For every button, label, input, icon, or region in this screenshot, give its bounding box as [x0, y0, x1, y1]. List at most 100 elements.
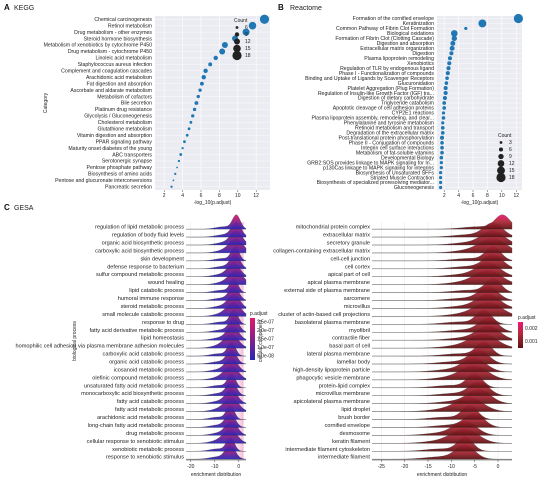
x-tick-label: -5 [472, 464, 477, 470]
category-label: Retinol metabolism [108, 23, 152, 29]
category-label: Staphylococcus aureus infection [78, 62, 153, 68]
x-tick-label: -20 [187, 464, 194, 470]
data-point [191, 114, 195, 118]
legend-tick-label: 2.0e-07 [257, 328, 274, 334]
legend-title: p.adjust [518, 315, 536, 321]
legend-size-label: 18 [509, 175, 515, 181]
category-label: drug metabolic process [126, 431, 184, 437]
data-point [440, 145, 444, 150]
x-tick-label: 10 [235, 193, 241, 199]
category-label: lamellar body [337, 360, 370, 366]
legend-size-label: 6 [509, 147, 512, 153]
category-label: homophilic cell adhesion via plasma memb… [15, 344, 184, 350]
category-label: CYP2E1 reactions [392, 111, 435, 117]
category-label: extracellular matrix [323, 233, 370, 239]
data-point [201, 75, 206, 80]
category-label: sulfur compound metabolic process [96, 272, 184, 278]
category-label: desmosome [340, 431, 370, 437]
category-label: Arachidonic acid metabolism [86, 75, 152, 81]
category-label: cell-cell junction [331, 256, 370, 262]
category-label: defense response to bacterium [107, 264, 184, 270]
legend-size-marker [498, 153, 504, 160]
category-label: p130Cas linkage to MAPK signaling for in… [323, 165, 434, 171]
legend-size-marker [498, 147, 504, 152]
category-label: lateral plasma membrane [307, 352, 370, 358]
y-axis-label: Category [43, 92, 49, 113]
category-label: Fat digestion and absorption [87, 81, 153, 87]
category-label: Ascorbate and aldarate metabolism [70, 88, 152, 94]
category-label: external side of plasma membrane [284, 288, 370, 294]
data-point [439, 155, 444, 160]
x-tick-label: -10 [448, 464, 455, 470]
category-label: Common Pathway of Fibrin Clot Formation [336, 26, 434, 32]
legend-size-marker [233, 44, 241, 53]
category-label: Biosynthesis of amino acids [88, 172, 152, 178]
gsea-cellular-component-ridge-plot: intermediate filament intermediate filame… [258, 214, 538, 478]
category-label: lipid droplet [341, 407, 370, 413]
category-label: Gluconeogenesis [394, 185, 434, 191]
category-label: Triglyceride catabolism [381, 101, 434, 107]
category-label: Plasma lipoprotein assembly, remodeling,… [312, 116, 434, 122]
x-axis-label: -log_10(p.adjust) [461, 200, 499, 206]
category-label: myofibril [349, 328, 370, 334]
data-point [248, 21, 257, 30]
category-label: apical plasma membrane [308, 280, 371, 286]
category-label: small molecule catabolic process [102, 312, 184, 318]
category-label: intermediate filament [318, 455, 370, 461]
category-label: Glucuronidation [398, 81, 434, 87]
category-label: Extracellular matrix organization [360, 46, 434, 52]
data-point [443, 86, 448, 91]
data-point [187, 127, 191, 131]
legend-size-marker [234, 32, 240, 37]
data-point [450, 40, 456, 46]
category-label: Complement and coagulation cascades [61, 68, 152, 74]
category-label: response to drug [142, 320, 184, 326]
x-tick-label: 8 [218, 193, 221, 199]
category-label: regulation of lipid metabolic process [95, 225, 184, 231]
category-label: microvillus [344, 304, 370, 310]
category-label: apical part of cell [328, 272, 370, 278]
data-point [181, 146, 184, 150]
category-label: Binding and Uptake of Ligands by Scaveng… [305, 76, 434, 82]
category-label: protein-lipid complex [319, 383, 371, 389]
x-tick-label: 0 [237, 464, 240, 470]
data-point [440, 140, 444, 145]
legend-size-label: 18 [245, 53, 251, 59]
category-label: regulation of body fluid levels [112, 233, 184, 239]
legend-tick-label: 5.0e-08 [257, 353, 274, 359]
category-label: Pentose and glucuronate interconversions [55, 178, 152, 184]
legend-title: Count [498, 133, 512, 139]
category-label: unsaturated fatty acid metabolic process [84, 383, 184, 389]
category-label: Cholesterol metabolism [98, 120, 152, 126]
data-point [176, 166, 178, 169]
category-label: intermediate filament cytoskeleton [285, 447, 370, 453]
category-label: Retinoid metabolism and transport [355, 126, 435, 132]
x-axis-label: enrichment distribution [191, 472, 242, 478]
category-label: carboxylic acid biosynthetic process [95, 248, 184, 254]
category-label: Drug metabolism - cytochrome P450 [68, 49, 152, 55]
legend-size-label: 12 [245, 39, 251, 45]
x-tick-label: 4 [457, 193, 460, 199]
data-point [194, 101, 199, 105]
category-label: carboxylic acid catabolic process [103, 352, 185, 358]
legend-size-label: 3 [509, 140, 512, 146]
data-point [438, 170, 443, 175]
category-label: Digestion of dietary carbohydrate [358, 96, 434, 102]
category-label: lipid homeostasis [141, 336, 184, 342]
category-label: apicolateral plasma membrane [294, 399, 371, 405]
x-tick-label: 10 [499, 193, 505, 199]
legend-size-marker [234, 38, 240, 45]
category-label: collagen-containing extracellular matrix [273, 248, 370, 254]
ridge-density [185, 214, 247, 230]
data-point [221, 42, 228, 48]
category-label: Integrin cell surface interactions [361, 145, 434, 151]
data-point [445, 76, 449, 80]
category-label: Post-translational protein phosphorylati… [339, 136, 435, 142]
legend-size-label: 12 [509, 161, 515, 167]
category-label: Regulation of Insulin-like Growth Factor… [318, 91, 434, 97]
category-label: fatty acid catabolic process [117, 399, 184, 405]
category-label: contractile fiber [332, 336, 370, 342]
data-point [440, 135, 445, 140]
category-label: Phase I - Functionalization of compounds [339, 71, 435, 77]
data-point [196, 94, 200, 99]
